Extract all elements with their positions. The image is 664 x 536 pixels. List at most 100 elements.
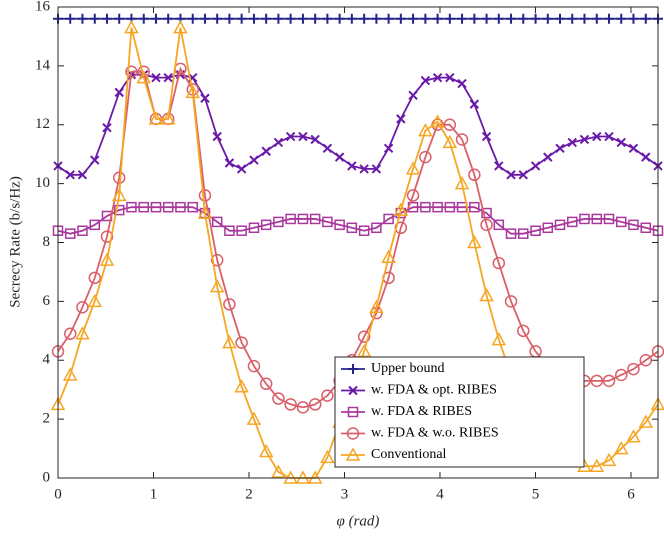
marker — [150, 13, 161, 24]
marker — [616, 13, 627, 24]
y-tick-label: 10 — [35, 175, 50, 191]
marker — [236, 13, 247, 24]
marker — [75, 326, 90, 340]
marker — [405, 161, 421, 175]
marker — [369, 299, 384, 314]
y-tick-label: 16 — [35, 0, 51, 14]
marker — [638, 414, 654, 428]
marker — [65, 170, 75, 180]
marker — [592, 131, 602, 142]
marker — [444, 201, 456, 213]
y-tick-label: 14 — [35, 57, 51, 73]
marker — [530, 225, 541, 236]
marker — [639, 354, 653, 367]
marker — [418, 123, 433, 137]
legend-label: w. FDA & RIBES — [371, 404, 472, 419]
marker — [197, 205, 213, 219]
marker — [395, 13, 406, 24]
marker — [467, 234, 482, 249]
marker — [310, 134, 320, 145]
marker — [358, 225, 370, 236]
marker — [604, 13, 615, 24]
marker — [517, 324, 530, 338]
marker — [555, 143, 565, 154]
marker — [76, 301, 89, 314]
marker — [321, 389, 334, 402]
marker — [347, 406, 359, 418]
marker — [357, 330, 371, 343]
marker — [419, 150, 432, 164]
marker — [530, 13, 541, 24]
marker — [567, 137, 577, 148]
marker — [615, 216, 627, 228]
marker — [469, 13, 480, 24]
marker — [381, 249, 396, 263]
legend-label: w. FDA & w.o. RIBES — [371, 426, 499, 441]
marker — [247, 359, 261, 373]
series-line — [57, 206, 659, 235]
marker — [296, 401, 310, 414]
marker — [64, 228, 76, 239]
marker — [383, 213, 394, 225]
marker — [408, 13, 419, 24]
marker — [641, 152, 651, 162]
marker — [90, 155, 100, 165]
marker — [420, 201, 431, 213]
marker — [114, 87, 124, 98]
marker — [455, 133, 469, 146]
marker — [248, 222, 260, 234]
marker — [359, 13, 370, 24]
marker — [89, 219, 101, 231]
marker — [284, 398, 297, 411]
marker — [601, 452, 617, 467]
marker — [454, 176, 470, 190]
marker — [579, 134, 590, 145]
marker — [298, 131, 308, 142]
marker — [310, 13, 321, 24]
marker — [505, 228, 517, 239]
marker — [481, 131, 492, 142]
marker — [89, 13, 100, 24]
marker — [432, 72, 443, 83]
y-axis-label: Secrecy Rate (b/s/Hz) — [7, 176, 23, 308]
marker — [236, 225, 247, 236]
marker — [334, 152, 345, 162]
marker — [469, 201, 480, 213]
marker — [124, 20, 139, 34]
marker — [613, 440, 629, 455]
marker — [102, 122, 112, 133]
marker — [248, 13, 259, 24]
marker — [87, 293, 103, 308]
legend-box — [334, 356, 585, 468]
marker — [480, 218, 493, 232]
marker — [261, 146, 271, 156]
marker — [567, 13, 578, 24]
marker — [602, 374, 616, 388]
marker — [62, 367, 78, 381]
marker — [628, 143, 639, 154]
legend-label: Conventional — [371, 447, 447, 462]
marker — [443, 118, 457, 131]
marker — [285, 13, 296, 24]
marker — [271, 464, 286, 478]
marker — [396, 114, 406, 124]
marker — [518, 170, 528, 180]
marker — [554, 219, 566, 231]
x-tick-label: 3 — [341, 486, 349, 502]
x-tick-label: 4 — [436, 486, 444, 502]
marker — [246, 411, 262, 425]
marker — [236, 164, 247, 174]
marker — [211, 216, 223, 228]
marker — [346, 13, 357, 24]
legend-label: Upper bound — [371, 361, 445, 376]
marker — [297, 13, 308, 24]
marker — [163, 13, 174, 24]
marker — [628, 219, 639, 231]
marker — [125, 65, 138, 79]
marker — [200, 93, 210, 103]
marker — [99, 252, 115, 266]
marker — [162, 201, 174, 213]
marker — [273, 13, 284, 24]
marker — [590, 374, 604, 388]
x-axis-label: φ (rad) — [337, 513, 380, 529]
